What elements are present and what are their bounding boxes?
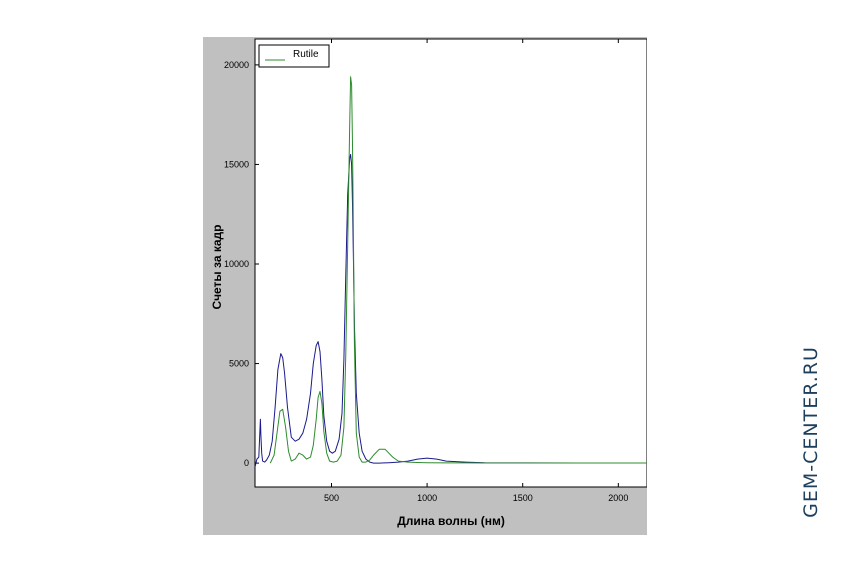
x-tick-label: 500	[324, 493, 339, 503]
x-tick-label: 1500	[513, 493, 533, 503]
legend-box	[258, 44, 330, 68]
plot-area	[254, 38, 647, 488]
y-tick-label: 15000	[224, 159, 249, 169]
legend-label-rutile: Rutile	[293, 49, 319, 60]
y-tick-label: 5000	[229, 359, 249, 369]
x-tick-label: 2000	[608, 493, 628, 503]
series-line-rutile	[269, 76, 647, 464]
x-tick-label: 1000	[417, 493, 437, 503]
y-axis-title: Счеты за кадр	[210, 225, 224, 310]
site-watermark: GEM-CENTER.RU	[800, 346, 822, 518]
y-tick-label: 20000	[224, 60, 249, 70]
series-lines	[254, 76, 647, 468]
series-line-blue	[254, 154, 647, 468]
chart-panel: 500 1000 1500 2000 0 5000 10000 15000 20000 Ruti…	[203, 37, 647, 535]
y-tick-label: 0	[244, 458, 249, 468]
y-tick-label: 10000	[224, 259, 249, 269]
legend: Rutile	[258, 44, 330, 68]
x-axis-title: Длина волны (нм)	[397, 514, 505, 528]
